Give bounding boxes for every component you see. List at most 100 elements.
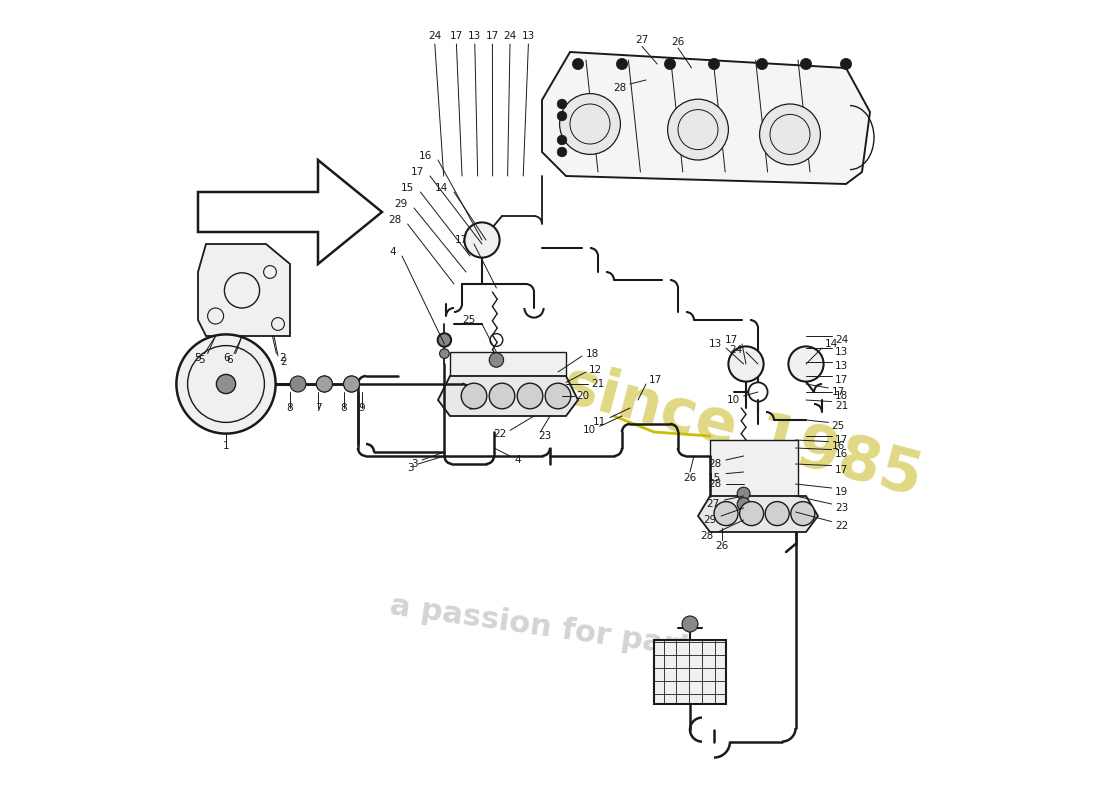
- Circle shape: [737, 498, 750, 510]
- Text: 1: 1: [222, 442, 229, 451]
- Circle shape: [739, 502, 763, 526]
- Text: 24: 24: [504, 31, 517, 41]
- Text: 18: 18: [586, 349, 600, 358]
- Circle shape: [737, 487, 750, 500]
- Text: 18: 18: [835, 391, 848, 401]
- Text: 15: 15: [400, 183, 414, 193]
- Circle shape: [461, 383, 487, 409]
- Text: 10: 10: [583, 426, 596, 435]
- Text: 14: 14: [825, 339, 838, 349]
- Text: 5: 5: [198, 355, 205, 365]
- Text: 20: 20: [576, 391, 590, 401]
- Circle shape: [490, 383, 515, 409]
- Text: 26: 26: [671, 37, 684, 46]
- Circle shape: [464, 222, 499, 258]
- Text: 17: 17: [450, 31, 463, 41]
- Text: 6: 6: [223, 354, 230, 363]
- Circle shape: [560, 94, 620, 154]
- Circle shape: [840, 58, 851, 70]
- Text: 21: 21: [835, 401, 848, 410]
- Text: 11: 11: [593, 417, 606, 426]
- Text: 3: 3: [411, 459, 418, 469]
- Text: 14: 14: [434, 183, 448, 193]
- Text: 23: 23: [835, 503, 848, 513]
- Text: 24: 24: [835, 335, 848, 345]
- Text: 28: 28: [388, 215, 401, 225]
- Text: 4: 4: [514, 455, 520, 465]
- Text: 17: 17: [410, 167, 424, 177]
- Text: 23: 23: [538, 431, 551, 441]
- Circle shape: [728, 346, 763, 382]
- Text: 28: 28: [708, 459, 722, 469]
- Text: 28: 28: [613, 83, 626, 93]
- Text: 17: 17: [832, 387, 845, 397]
- Circle shape: [517, 383, 542, 409]
- Circle shape: [558, 135, 566, 145]
- Circle shape: [760, 104, 821, 165]
- Circle shape: [757, 58, 768, 70]
- Text: 24: 24: [428, 31, 441, 41]
- Circle shape: [682, 616, 698, 632]
- Circle shape: [343, 376, 360, 392]
- Text: 13: 13: [521, 31, 535, 41]
- Text: 17: 17: [454, 235, 467, 245]
- Circle shape: [558, 147, 566, 157]
- Text: 17: 17: [835, 465, 848, 474]
- Polygon shape: [710, 440, 798, 496]
- Text: 21: 21: [592, 379, 605, 389]
- Text: 17: 17: [648, 375, 661, 385]
- Text: 16: 16: [832, 441, 845, 450]
- Text: 28: 28: [700, 531, 713, 541]
- Circle shape: [789, 346, 824, 382]
- Circle shape: [343, 376, 360, 392]
- Text: 13: 13: [835, 361, 848, 370]
- Text: 17: 17: [835, 375, 848, 385]
- Text: 9: 9: [359, 403, 365, 413]
- Text: 16: 16: [835, 449, 848, 458]
- Circle shape: [801, 58, 812, 70]
- Text: 13: 13: [835, 347, 848, 357]
- Polygon shape: [198, 244, 290, 336]
- Text: 24: 24: [728, 346, 743, 355]
- Circle shape: [176, 334, 276, 434]
- Circle shape: [558, 111, 566, 121]
- Text: 2: 2: [279, 354, 286, 363]
- Text: 22: 22: [835, 521, 848, 530]
- Text: 4: 4: [389, 247, 396, 257]
- Text: 22: 22: [493, 429, 506, 438]
- Text: 29: 29: [395, 199, 408, 209]
- Circle shape: [491, 386, 502, 398]
- Polygon shape: [542, 52, 870, 184]
- Text: 17: 17: [486, 31, 499, 41]
- Text: 16: 16: [418, 151, 431, 161]
- Circle shape: [317, 376, 332, 392]
- Text: 26: 26: [715, 541, 728, 550]
- Text: 8: 8: [287, 403, 294, 413]
- Circle shape: [217, 374, 235, 394]
- Circle shape: [437, 333, 452, 347]
- Circle shape: [708, 58, 719, 70]
- Text: 17: 17: [725, 335, 738, 345]
- Text: 26: 26: [683, 473, 696, 482]
- Text: 28: 28: [708, 479, 722, 489]
- Circle shape: [290, 376, 306, 392]
- Text: 27: 27: [636, 35, 649, 45]
- Text: 5: 5: [194, 354, 200, 363]
- Circle shape: [572, 58, 584, 70]
- Text: 25: 25: [462, 315, 475, 325]
- Circle shape: [664, 58, 675, 70]
- Polygon shape: [198, 160, 382, 264]
- Text: 10: 10: [726, 395, 739, 405]
- Text: 12: 12: [588, 365, 602, 374]
- Text: 3: 3: [407, 463, 414, 473]
- Text: 8: 8: [340, 403, 346, 413]
- Circle shape: [317, 376, 332, 392]
- Polygon shape: [438, 376, 578, 416]
- Circle shape: [440, 349, 449, 358]
- Circle shape: [546, 383, 571, 409]
- Circle shape: [791, 502, 815, 526]
- Circle shape: [490, 353, 504, 367]
- Circle shape: [616, 58, 628, 70]
- Text: 27: 27: [706, 499, 719, 509]
- Text: 7: 7: [315, 403, 321, 413]
